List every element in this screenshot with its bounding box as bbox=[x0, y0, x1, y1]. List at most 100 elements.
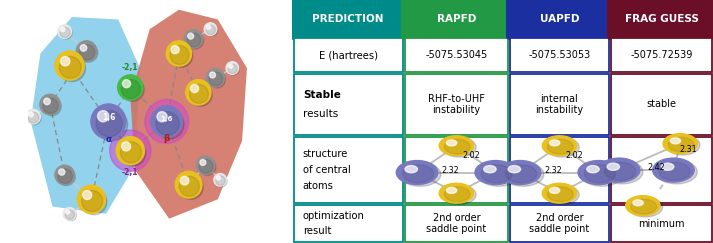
Circle shape bbox=[399, 162, 441, 186]
Circle shape bbox=[543, 183, 577, 203]
Text: RHF-to-UHF
instability: RHF-to-UHF instability bbox=[428, 94, 485, 115]
Text: PREDICTION: PREDICTION bbox=[312, 14, 384, 24]
Circle shape bbox=[43, 97, 61, 116]
Circle shape bbox=[118, 75, 143, 100]
Text: 1,6: 1,6 bbox=[160, 116, 173, 122]
Circle shape bbox=[204, 23, 217, 35]
Circle shape bbox=[151, 106, 183, 137]
Circle shape bbox=[481, 165, 513, 183]
Circle shape bbox=[58, 169, 73, 183]
FancyBboxPatch shape bbox=[611, 74, 712, 135]
Circle shape bbox=[666, 135, 700, 155]
Circle shape bbox=[123, 80, 130, 88]
FancyBboxPatch shape bbox=[507, 0, 612, 39]
Circle shape bbox=[58, 55, 86, 82]
Text: 2.32: 2.32 bbox=[441, 165, 459, 175]
FancyBboxPatch shape bbox=[401, 0, 511, 39]
Circle shape bbox=[208, 71, 225, 88]
Text: Stable: Stable bbox=[303, 90, 341, 100]
Circle shape bbox=[121, 78, 144, 101]
Circle shape bbox=[190, 84, 208, 103]
Circle shape bbox=[662, 163, 674, 170]
Circle shape bbox=[179, 176, 200, 196]
Circle shape bbox=[28, 112, 39, 123]
Circle shape bbox=[179, 175, 203, 199]
Circle shape bbox=[98, 111, 109, 122]
Circle shape bbox=[584, 165, 615, 183]
Circle shape bbox=[216, 176, 220, 180]
Circle shape bbox=[499, 161, 541, 184]
Text: 2.02: 2.02 bbox=[565, 151, 583, 160]
FancyBboxPatch shape bbox=[611, 205, 712, 242]
Circle shape bbox=[578, 161, 620, 184]
Circle shape bbox=[550, 187, 560, 193]
Text: optimization: optimization bbox=[303, 211, 365, 221]
Circle shape bbox=[91, 104, 126, 139]
Circle shape bbox=[206, 69, 225, 87]
Circle shape bbox=[190, 85, 199, 93]
Circle shape bbox=[446, 187, 457, 193]
Circle shape bbox=[96, 109, 128, 141]
Text: result: result bbox=[303, 226, 332, 236]
Text: -2,1: -2,1 bbox=[122, 168, 138, 177]
Text: structure: structure bbox=[303, 149, 348, 159]
Circle shape bbox=[209, 72, 222, 86]
Circle shape bbox=[121, 79, 140, 98]
Circle shape bbox=[206, 25, 217, 36]
Polygon shape bbox=[130, 10, 247, 219]
Circle shape bbox=[76, 41, 97, 61]
Circle shape bbox=[145, 100, 189, 143]
Circle shape bbox=[79, 45, 95, 60]
Text: 2nd order
saddle point: 2nd order saddle point bbox=[426, 213, 486, 234]
Text: α: α bbox=[106, 135, 111, 144]
Circle shape bbox=[180, 176, 189, 185]
Circle shape bbox=[396, 161, 438, 184]
Text: minimum: minimum bbox=[638, 218, 684, 229]
Circle shape bbox=[442, 185, 476, 205]
Circle shape bbox=[446, 140, 457, 146]
Circle shape bbox=[543, 136, 577, 156]
FancyBboxPatch shape bbox=[405, 74, 508, 135]
FancyBboxPatch shape bbox=[511, 137, 609, 203]
Circle shape bbox=[628, 197, 662, 217]
Circle shape bbox=[171, 46, 179, 54]
FancyBboxPatch shape bbox=[294, 205, 403, 242]
Circle shape bbox=[81, 190, 103, 211]
Circle shape bbox=[581, 162, 622, 186]
FancyBboxPatch shape bbox=[294, 38, 403, 72]
Text: E (hartrees): E (hartrees) bbox=[319, 50, 378, 60]
Circle shape bbox=[60, 26, 72, 39]
Circle shape bbox=[121, 142, 130, 151]
Circle shape bbox=[227, 63, 240, 75]
Circle shape bbox=[188, 33, 194, 39]
Circle shape bbox=[483, 165, 496, 173]
Circle shape bbox=[439, 183, 473, 203]
Circle shape bbox=[631, 199, 657, 214]
Text: atoms: atoms bbox=[303, 181, 334, 191]
Text: 2.02: 2.02 bbox=[462, 151, 480, 160]
Circle shape bbox=[58, 169, 65, 175]
Circle shape bbox=[157, 112, 167, 122]
Circle shape bbox=[200, 159, 206, 165]
Circle shape bbox=[155, 110, 184, 139]
FancyBboxPatch shape bbox=[290, 0, 406, 39]
Text: -2,1: -2,1 bbox=[122, 63, 138, 72]
Text: -5075.72539: -5075.72539 bbox=[630, 50, 692, 60]
Circle shape bbox=[185, 80, 211, 105]
Circle shape bbox=[28, 111, 41, 125]
Circle shape bbox=[216, 176, 225, 185]
Circle shape bbox=[199, 158, 216, 175]
FancyBboxPatch shape bbox=[405, 137, 508, 203]
Circle shape bbox=[81, 45, 87, 51]
Circle shape bbox=[626, 196, 660, 216]
Text: of central: of central bbox=[303, 165, 351, 175]
Circle shape bbox=[40, 94, 61, 115]
Circle shape bbox=[175, 171, 202, 198]
Circle shape bbox=[61, 57, 70, 66]
Text: results: results bbox=[303, 109, 338, 119]
Circle shape bbox=[77, 185, 106, 213]
Circle shape bbox=[475, 161, 516, 184]
Circle shape bbox=[26, 109, 41, 124]
FancyBboxPatch shape bbox=[294, 74, 403, 135]
Circle shape bbox=[63, 208, 76, 220]
